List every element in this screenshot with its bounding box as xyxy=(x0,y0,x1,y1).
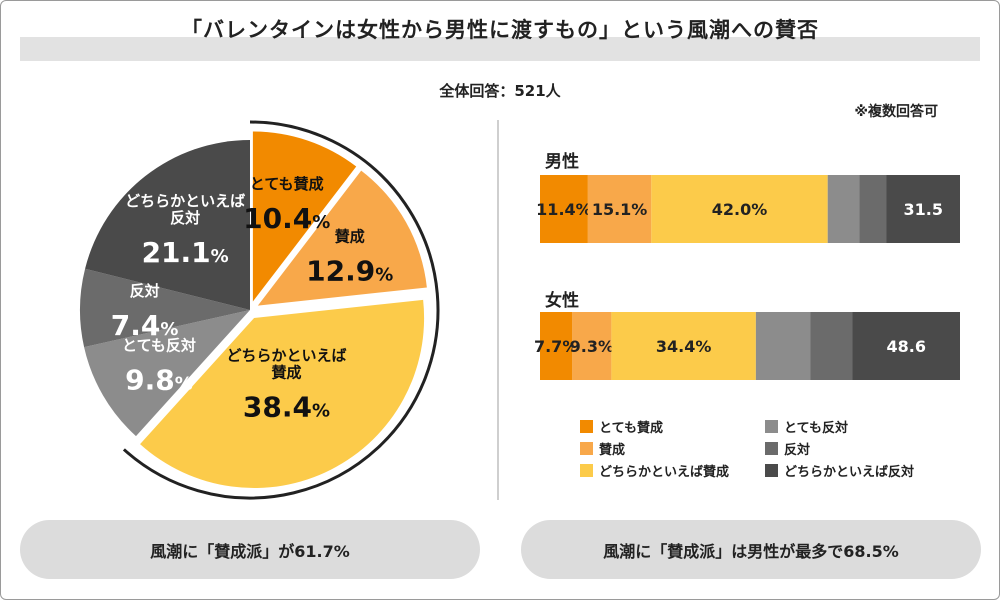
legend-label: 反対 xyxy=(784,443,811,458)
legend-label: どちらかといえば賛成 xyxy=(599,465,730,480)
bar-category-label: 男性 xyxy=(545,152,579,172)
pie-slice xyxy=(85,140,250,310)
legend-swatch xyxy=(580,442,593,455)
legend-label: とても賛成 xyxy=(599,421,663,436)
pie-slice xyxy=(257,170,427,306)
divider xyxy=(497,120,499,500)
bar-summary-pill: 風潮に「賛成派」は男性が最多で68.5% xyxy=(521,520,981,579)
pie-unit: % xyxy=(375,264,393,285)
bar-segment xyxy=(755,312,811,380)
legend-swatch xyxy=(765,442,778,455)
legend-label: とても反対 xyxy=(784,421,848,436)
bar-segment xyxy=(611,312,756,380)
legend-swatch xyxy=(580,464,593,477)
bar-segment xyxy=(859,175,887,243)
bar-segment xyxy=(572,312,612,380)
bar-segment xyxy=(886,175,960,243)
bar-segment-label: 31.5 xyxy=(904,200,943,219)
pie-unit: % xyxy=(312,401,330,422)
legend-label: 賛成 xyxy=(599,443,626,458)
legend-item: とても反対 xyxy=(765,417,848,436)
pie-unit: % xyxy=(211,246,229,267)
bar-segment xyxy=(540,312,573,380)
legend-swatch xyxy=(580,420,593,433)
multiple-answer-note: ※複数回答可 xyxy=(854,104,938,120)
legend-item: どちらかといえば賛成 xyxy=(580,461,729,480)
page-title: 「バレンタインは女性から男性に渡すもの」という風潮への賛否 xyxy=(181,18,819,42)
bar-segment-label: 11.4% xyxy=(536,200,592,219)
pie-slice xyxy=(140,299,425,489)
pie-slice xyxy=(80,268,250,348)
bar-segment-label: 42.0% xyxy=(712,200,768,219)
bar-segment xyxy=(540,175,588,243)
pie-slice-label: 賛成 xyxy=(335,227,365,245)
legend-item: 賛成 xyxy=(580,439,625,458)
pie-slice-label: とても反対 xyxy=(122,337,196,355)
pie-summary-pill: 風潮に「賛成派」が61.7% xyxy=(20,520,480,579)
pie-slice-label: 反対 xyxy=(170,209,200,227)
respondent-count: 全体回答：521人 xyxy=(439,82,561,100)
bar-segment xyxy=(810,312,853,380)
legend-swatch xyxy=(765,420,778,433)
pie-slice-value: 21.1% xyxy=(142,236,229,269)
legend-label: どちらかといえば反対 xyxy=(784,465,915,480)
bar-segment-label: 15.1% xyxy=(592,200,648,219)
pie-chart: とても賛成10.4%賛成12.9%どちらかといえば賛成38.4%とても反対9.8… xyxy=(80,120,440,500)
pie-slice-label: 反対 xyxy=(130,282,160,300)
bar-segment-label: 7.7% xyxy=(534,337,578,356)
pie-slice-label: とても賛成 xyxy=(250,175,324,193)
bar-segment xyxy=(651,175,828,243)
bar-segment-label: 9.3% xyxy=(570,337,614,356)
legend-item: 反対 xyxy=(765,439,810,458)
pie-slice xyxy=(84,310,250,437)
pie-unit: % xyxy=(312,212,330,233)
legend-swatch xyxy=(765,464,778,477)
agree-group-arc xyxy=(122,120,440,500)
pie-slice-value: 9.8% xyxy=(125,364,193,397)
title-band xyxy=(20,37,980,61)
pie-slice-label: 賛成 xyxy=(271,364,301,382)
pie-unit: % xyxy=(175,374,193,395)
pie-slice xyxy=(252,131,357,302)
bar-category-label: 女性 xyxy=(545,291,579,311)
legend-item: とても賛成 xyxy=(580,417,663,436)
pie-slice-label: どちらかといえば xyxy=(226,347,346,365)
bar-segment-label: 34.4% xyxy=(656,337,712,356)
bar-segment xyxy=(827,175,860,243)
bar-segment xyxy=(587,175,652,243)
bar-segment xyxy=(852,312,960,380)
legend-item: どちらかといえば反対 xyxy=(765,461,914,480)
pie-unit: % xyxy=(160,319,178,340)
bar-segment-label: 48.6 xyxy=(886,337,925,356)
pie-slice-label: どちらかといえば xyxy=(125,192,245,210)
